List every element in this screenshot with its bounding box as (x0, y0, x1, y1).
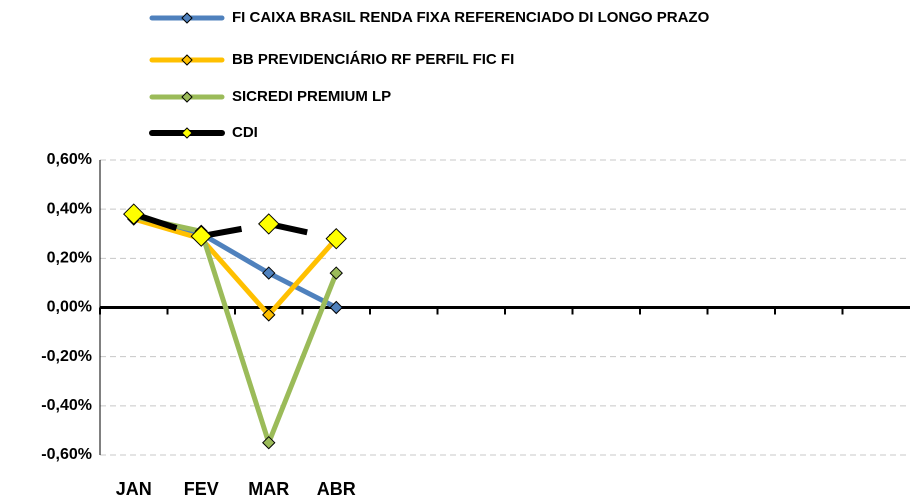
point (262, 436, 276, 450)
point (329, 266, 343, 280)
y-tick-label: -0,20% (41, 348, 92, 365)
y-tick-label: -0,60% (41, 446, 92, 463)
y-tick-label: 0,00% (47, 299, 92, 316)
y-tick-label: 0,40% (47, 200, 92, 217)
y-tick-label: 0,20% (47, 250, 92, 267)
point (262, 308, 276, 322)
point (325, 227, 347, 250)
x-tick-label: MAR (248, 479, 289, 499)
x-tick-label: FEV (184, 479, 219, 499)
legend-marker (181, 54, 193, 66)
legend-label: SICREDI PREMIUM LP (232, 88, 391, 105)
series-line (133, 216, 339, 318)
y-tick-label: -0,40% (41, 397, 92, 414)
y-tick-label: 0,60% (47, 151, 92, 168)
point (258, 213, 280, 235)
legend-label: CDI (232, 124, 258, 141)
legend-label: FI CAIXA BRASIL RENDA FIXA REFERENCIADO … (232, 9, 710, 26)
legend-marker (181, 127, 193, 139)
legend-marker (181, 12, 193, 24)
legend-label: BB PREVIDENCIÁRIO RF PERFIL FIC FI (232, 51, 514, 68)
point (190, 225, 212, 247)
legend-marker (181, 91, 193, 103)
series-line (132, 211, 337, 242)
x-tick-label: JAN (116, 479, 152, 499)
point (262, 266, 276, 280)
point (329, 300, 343, 315)
series-line (133, 214, 339, 446)
point (123, 203, 145, 225)
x-tick-label: ABR (317, 479, 356, 499)
